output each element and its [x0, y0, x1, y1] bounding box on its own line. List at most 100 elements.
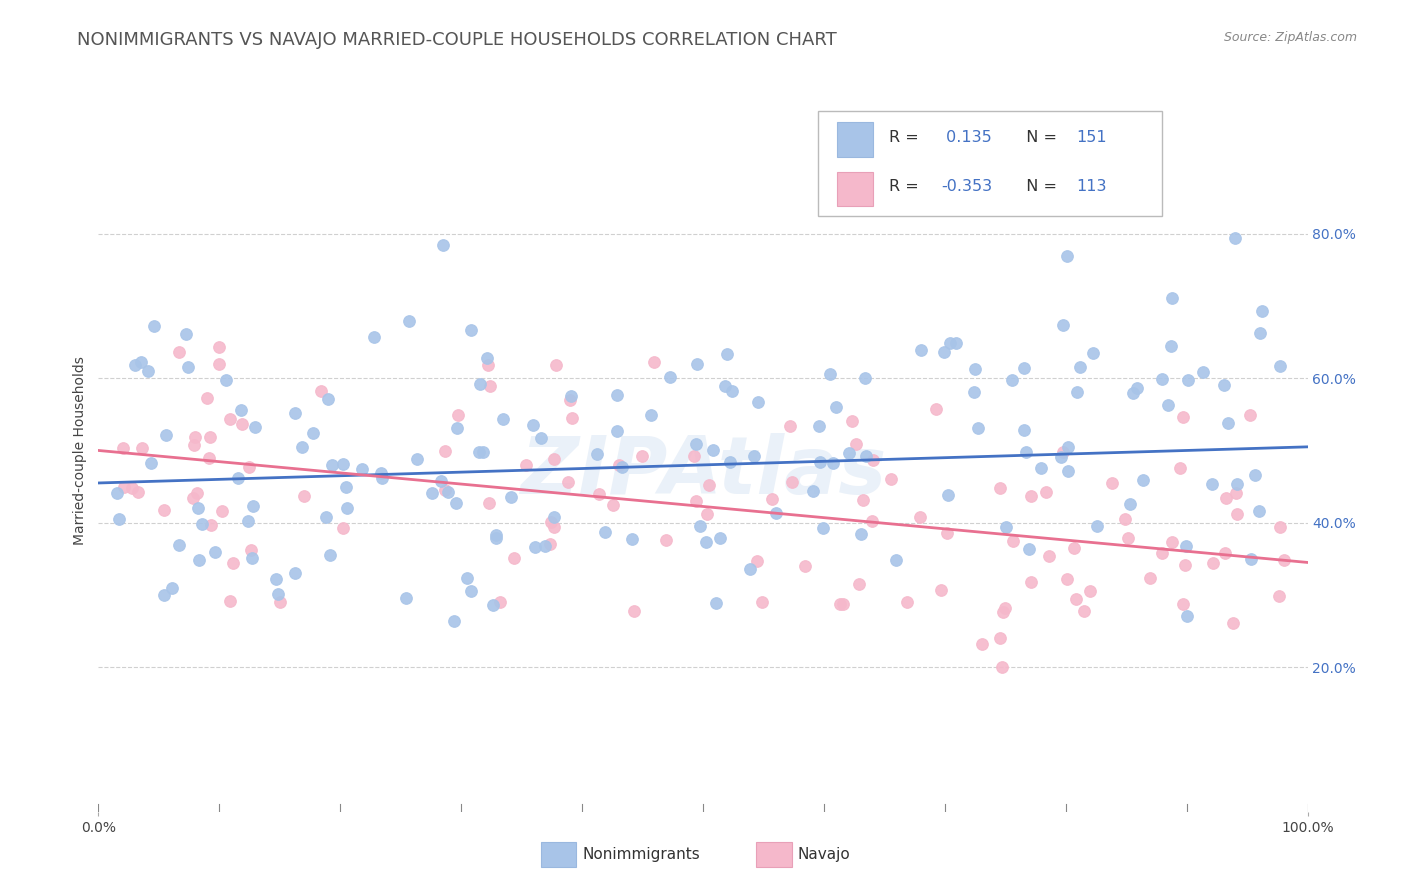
- Point: [143, 318, 166, 333]
- Point: [477, 358, 499, 372]
- Point: [153, 503, 176, 517]
- Point: [370, 471, 392, 485]
- Point: [849, 527, 872, 541]
- FancyBboxPatch shape: [837, 122, 873, 157]
- Point: [830, 597, 852, 611]
- Point: [200, 518, 222, 533]
- Point: [782, 475, 804, 490]
- Point: [468, 377, 491, 392]
- Point: [432, 238, 454, 252]
- Point: [127, 484, 149, 499]
- Point: [1202, 556, 1225, 570]
- Point: [721, 384, 744, 399]
- Point: [560, 389, 582, 403]
- Point: [1157, 398, 1180, 412]
- Point: [994, 520, 1017, 534]
- Point: [1173, 409, 1195, 424]
- Point: [160, 582, 183, 596]
- Text: NONIMMIGRANTS VS NAVAJO MARRIED-COUPLE HOUSEHOLDS CORRELATION CHART: NONIMMIGRANTS VS NAVAJO MARRIED-COUPLE H…: [77, 31, 837, 49]
- Point: [1014, 444, 1036, 458]
- Point: [136, 364, 159, 378]
- Point: [477, 351, 499, 365]
- Point: [1057, 464, 1080, 478]
- Point: [1126, 381, 1149, 395]
- Point: [489, 595, 512, 609]
- Point: [845, 437, 868, 451]
- Point: [1239, 408, 1261, 422]
- Point: [460, 584, 482, 599]
- Point: [683, 450, 706, 464]
- Point: [557, 475, 579, 489]
- Point: [808, 419, 831, 434]
- Point: [1119, 497, 1142, 511]
- Point: [211, 504, 233, 518]
- Text: N =: N =: [1017, 129, 1063, 145]
- Point: [910, 343, 932, 358]
- Point: [643, 355, 665, 369]
- Point: [398, 313, 420, 327]
- Point: [838, 446, 860, 460]
- Point: [222, 556, 245, 570]
- Point: [561, 410, 583, 425]
- Point: [1201, 477, 1223, 491]
- Point: [155, 427, 177, 442]
- Point: [779, 418, 801, 433]
- Point: [406, 451, 429, 466]
- Point: [1213, 546, 1236, 560]
- Point: [896, 595, 918, 609]
- Text: -0.353: -0.353: [941, 179, 993, 194]
- Point: [433, 443, 456, 458]
- Point: [801, 484, 824, 499]
- Point: [153, 588, 176, 602]
- Point: [714, 378, 737, 392]
- Point: [1160, 338, 1182, 352]
- Point: [236, 514, 259, 528]
- Point: [190, 517, 212, 532]
- Point: [460, 323, 482, 337]
- Point: [1001, 533, 1024, 548]
- Point: [491, 411, 513, 425]
- Point: [238, 459, 260, 474]
- Point: [612, 459, 634, 474]
- Point: [543, 520, 565, 534]
- Point: [1249, 504, 1271, 518]
- Point: [1173, 558, 1195, 573]
- FancyBboxPatch shape: [837, 171, 873, 206]
- Point: [607, 458, 630, 473]
- Point: [1019, 489, 1042, 503]
- Point: [1226, 507, 1249, 521]
- Point: [429, 475, 451, 489]
- Point: [1122, 386, 1144, 401]
- Text: ZIPAtlas: ZIPAtlas: [520, 434, 886, 511]
- Point: [1056, 248, 1078, 262]
- Point: [309, 384, 332, 398]
- Point: [932, 345, 955, 359]
- Point: [1018, 542, 1040, 557]
- Point: [239, 543, 262, 558]
- Point: [370, 467, 392, 481]
- Point: [991, 659, 1014, 673]
- Point: [1215, 491, 1237, 506]
- Point: [1222, 615, 1244, 630]
- Point: [686, 357, 709, 371]
- Point: [1029, 461, 1052, 475]
- Point: [215, 373, 238, 387]
- Point: [832, 597, 855, 611]
- Point: [925, 401, 948, 416]
- Text: R =: R =: [889, 129, 924, 145]
- Text: N =: N =: [1017, 179, 1063, 194]
- Point: [1223, 231, 1246, 245]
- Point: [335, 480, 357, 494]
- Point: [1085, 519, 1108, 533]
- Point: [228, 471, 250, 485]
- Point: [284, 566, 307, 580]
- Point: [321, 458, 343, 473]
- Point: [264, 572, 287, 586]
- Point: [860, 514, 883, 528]
- Point: [1116, 531, 1139, 545]
- Point: [316, 392, 339, 407]
- Point: [606, 388, 628, 402]
- Point: [181, 491, 204, 505]
- Point: [695, 535, 717, 549]
- Point: [124, 358, 146, 372]
